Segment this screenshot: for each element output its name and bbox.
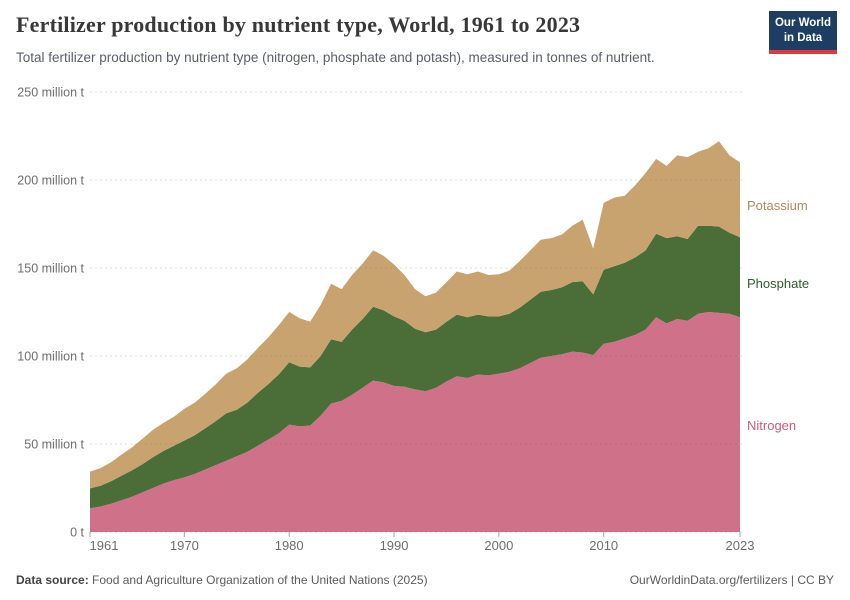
page-title: Fertilizer production by nutrient type, … <box>16 12 581 37</box>
legend-label-nitrogen[interactable]: Nitrogen <box>747 418 797 433</box>
y-axis-label: 150 million t <box>17 262 84 276</box>
area-phosphate[interactable] <box>90 225 740 509</box>
owid-logo-line2: in Data <box>783 31 823 44</box>
legend-label-potassium[interactable]: Potassium <box>747 198 808 213</box>
owid-logo-line1: Our World <box>774 17 831 29</box>
data-source-text: Food and Agriculture Organization of the… <box>88 573 428 587</box>
y-axis-label: 50 million t <box>24 438 84 452</box>
x-axis-label: 2023 <box>726 538 755 553</box>
x-axis-label: 1961 <box>90 538 119 553</box>
owid-logo[interactable]: Our World in Data <box>769 11 837 54</box>
area-nitrogen[interactable] <box>90 312 740 532</box>
credit-link[interactable]: OurWorldinData.org/fertilizers | CC BY <box>629 573 834 587</box>
data-source-note: Data source: Food and Agriculture Organi… <box>16 573 428 587</box>
chart-subtitle: Total fertilizer production by nutrient … <box>16 50 655 65</box>
data-source-label: Data source: <box>16 573 89 587</box>
y-axis-label: 250 million t <box>17 86 84 100</box>
x-axis-label: 2000 <box>484 538 513 553</box>
x-axis-label: 1980 <box>275 538 304 553</box>
x-axis-label: 1970 <box>170 538 199 553</box>
x-axis-label: 1990 <box>380 538 409 553</box>
area-potassium[interactable] <box>90 141 740 489</box>
y-axis-label: 0 t <box>70 526 84 540</box>
legend-label-phosphate[interactable]: Phosphate <box>747 276 810 291</box>
y-axis-label: 200 million t <box>17 174 84 188</box>
x-axis-label: 2010 <box>589 538 618 553</box>
y-axis-label: 100 million t <box>17 350 84 364</box>
